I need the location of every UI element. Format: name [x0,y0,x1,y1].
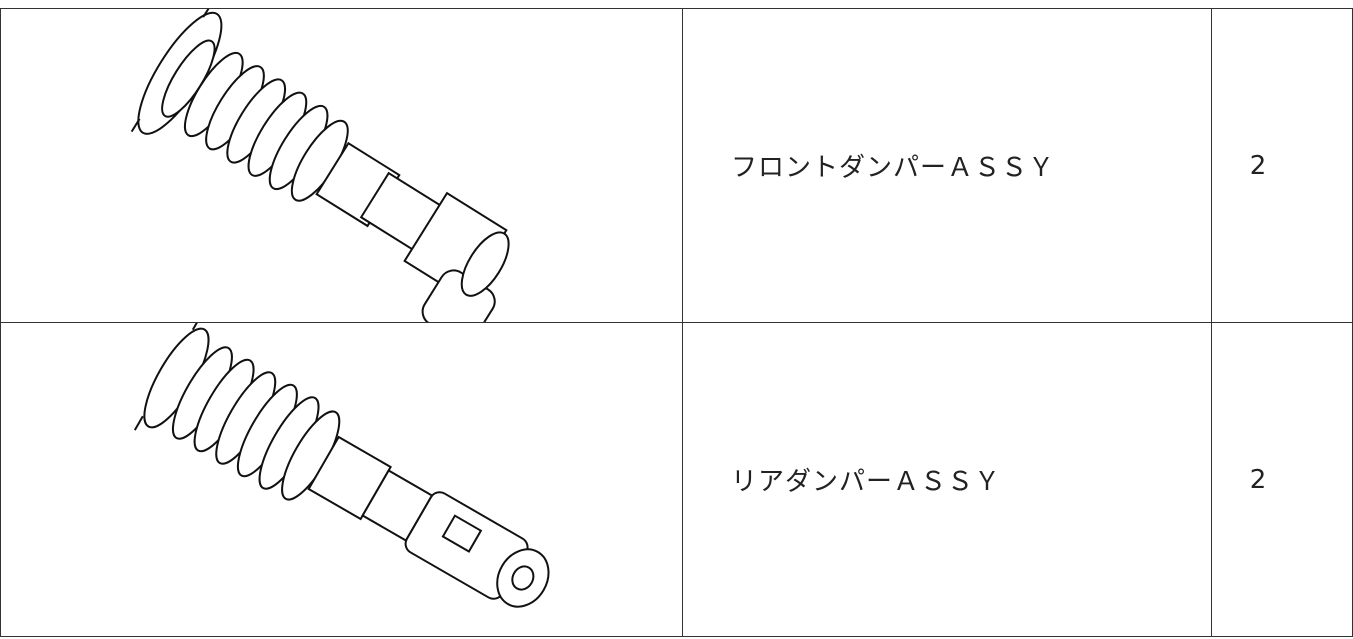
table-row: リアダンパーＡＳＳＹ 2 [0,322,1353,637]
table-row: フロントダンパーＡＳＳＹ 2 [0,8,1353,323]
part-name: フロントダンパーＡＳＳＹ [682,8,1212,323]
quantity: 2 [1210,322,1353,637]
quantity: 2 [1210,8,1353,323]
image-cell [0,8,683,323]
rear-damper-drawing [133,323,550,608]
image-cell [0,322,683,637]
front-damper-drawing [130,9,510,322]
part-name: リアダンパーＡＳＳＹ [682,322,1212,637]
parts-table: フロントダンパーＡＳＳＹ 2 [0,8,1353,637]
